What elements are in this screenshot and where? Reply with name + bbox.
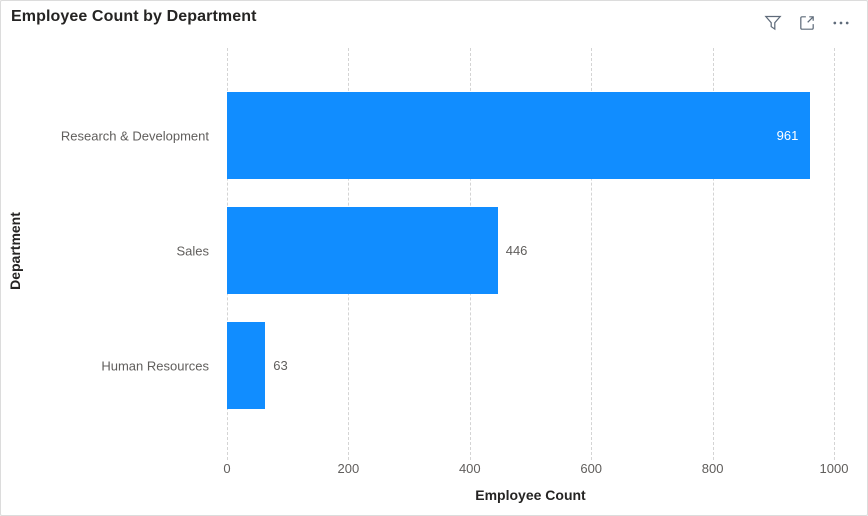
bar-sales[interactable]	[227, 207, 498, 294]
filter-icon[interactable]	[763, 13, 783, 33]
bar-human-resources[interactable]	[227, 322, 266, 409]
x-axis-tick-label: 0	[223, 461, 231, 476]
category-label: Research & Development	[60, 128, 209, 143]
visual-header-toolbar	[763, 13, 851, 33]
gridline	[591, 48, 593, 460]
focus-mode-glyph	[800, 16, 814, 30]
bar-value-label: 446	[505, 243, 528, 258]
category-label: Human Resources	[101, 358, 209, 373]
bar-research-development[interactable]	[227, 92, 811, 179]
bar-value-label: 63	[273, 358, 288, 373]
plot-area: 961 446 63	[227, 48, 835, 460]
category-label: Sales	[176, 243, 209, 258]
x-axis-tick-labels: 0 200 400 600 800 1000	[223, 461, 848, 477]
x-axis-title: Employee Count	[475, 487, 586, 503]
y-axis-category-labels: Research & Development Sales Human Resourc…	[1, 48, 218, 456]
x-axis-tick-label: 1000	[819, 461, 849, 476]
ellipsis-glyph	[833, 21, 849, 25]
x-axis-tick-label: 600	[580, 461, 603, 476]
x-axis-tick-label: 800	[701, 461, 724, 476]
x-axis-tick-label: 200	[337, 461, 360, 476]
gridline	[712, 48, 714, 460]
more-options-icon[interactable]	[831, 13, 851, 33]
filter-funnel-glyph	[764, 15, 782, 31]
x-axis-tick-label: 400	[458, 461, 481, 476]
visual-title: Employee Count by Department	[11, 8, 257, 25]
gridline	[834, 48, 835, 460]
focus-mode-icon[interactable]	[797, 13, 817, 33]
bar-value-label: 961	[776, 128, 799, 143]
